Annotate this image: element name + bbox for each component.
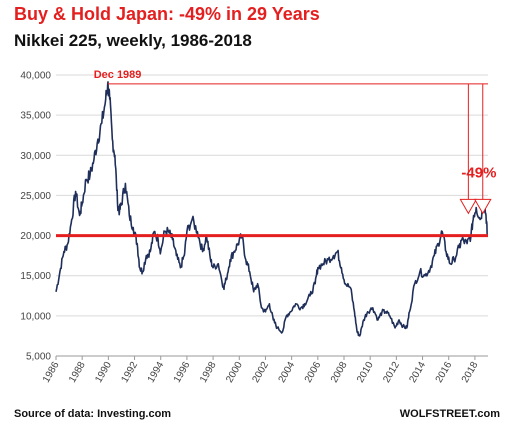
y-tick-label: 20,000 <box>20 231 51 242</box>
x-tick-label: 1996 <box>172 360 193 385</box>
nikkei-series-line <box>55 81 489 337</box>
x-tick-label: 1992 <box>119 360 140 385</box>
y-tick-label: 25,000 <box>20 191 51 202</box>
annotations: Dec 1989 -49% <box>56 69 496 238</box>
y-tick-label: 5,000 <box>26 352 51 363</box>
x-tick-label: 1998 <box>198 360 219 385</box>
annotation-loss-label: -49% <box>461 164 496 181</box>
x-tick-label: 2018 <box>460 360 481 385</box>
plot-area <box>55 81 489 337</box>
y-tick-label: 10,000 <box>20 311 51 322</box>
x-axis: 1986 1988 1990 1992 1994 1996 1998 2000 2002 2004… <box>41 355 488 385</box>
arrow-head <box>473 198 492 215</box>
brand-label: WOLFSTREET.com <box>399 408 500 420</box>
x-tick-label: 2012 <box>381 360 402 385</box>
arrow-head <box>459 198 478 215</box>
chart-subtitle: Nikkei 225, weekly, 1986-2018 <box>14 31 252 50</box>
chart-title: Buy & Hold Japan: -49% in 29 Years <box>14 4 320 24</box>
x-tick-label: 2008 <box>329 360 350 385</box>
x-tick-label: 2004 <box>277 360 298 385</box>
y-tick-label: 15,000 <box>20 271 51 282</box>
x-tick-label: 1990 <box>93 360 114 385</box>
x-tick-label: 2000 <box>224 360 245 385</box>
y-tick-label: 30,000 <box>20 151 51 162</box>
x-tick-label: 1994 <box>146 360 167 385</box>
x-tick-label: 2006 <box>303 360 324 385</box>
annotation-peak-label: Dec 1989 <box>94 69 142 81</box>
x-tick-label: 2010 <box>355 360 376 385</box>
x-tick-label: 2014 <box>407 360 428 385</box>
x-tick-label: 2002 <box>250 360 271 385</box>
x-tick-label: 1986 <box>41 360 62 385</box>
y-tick-label: 35,000 <box>20 111 51 122</box>
source-note: Source of data: Investing.com <box>14 408 172 420</box>
x-tick-label: 2016 <box>434 360 455 385</box>
y-tick-label: 40,000 <box>20 71 51 82</box>
x-tick-label: 1988 <box>67 360 88 385</box>
y-axis: 5,000 10,000 15,000 20,000 25,000 30,000 35,00… <box>20 71 51 363</box>
